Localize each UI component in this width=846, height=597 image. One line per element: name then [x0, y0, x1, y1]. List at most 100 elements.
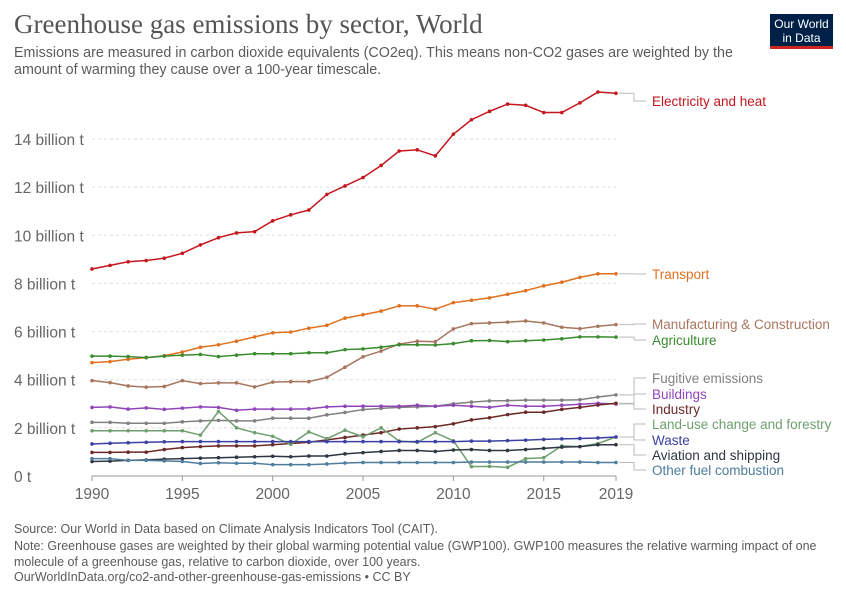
y-tick-label: 4 billion t — [14, 373, 76, 390]
data-point — [415, 148, 420, 152]
data-point — [397, 343, 401, 347]
data-point — [487, 405, 492, 410]
data-point — [307, 407, 311, 411]
label-connector — [619, 377, 646, 396]
data-point — [216, 409, 221, 414]
data-point — [487, 321, 492, 325]
data-point — [252, 430, 257, 435]
data-point — [343, 461, 347, 465]
data-point — [343, 184, 347, 188]
data-point — [505, 412, 510, 417]
data-point — [361, 355, 365, 359]
series-line-manufacturing-construction — [91, 320, 617, 388]
data-point — [180, 420, 185, 424]
owid-logo[interactable]: Our World in Data — [770, 14, 833, 49]
data-point — [90, 405, 94, 410]
data-point — [234, 426, 239, 430]
data-point — [541, 437, 546, 442]
data-point — [90, 378, 94, 383]
data-point — [234, 408, 239, 413]
series-label-aviation-and-shipping: Aviation and shipping — [652, 448, 780, 463]
data-point — [361, 434, 365, 439]
data-point — [90, 428, 94, 433]
data-point — [379, 163, 383, 168]
series-line-transport — [91, 273, 616, 364]
data-point — [451, 132, 456, 136]
x-tick-label: 2010 — [436, 486, 471, 503]
data-point — [307, 439, 311, 444]
data-point — [270, 439, 275, 444]
data-point — [252, 229, 257, 234]
series-line-electricity-and-heat — [91, 91, 617, 270]
data-point — [469, 439, 474, 443]
data-point — [469, 400, 474, 404]
series-line-other-fuel-combustion — [92, 457, 616, 466]
data-point — [541, 398, 546, 402]
data-point — [108, 359, 112, 364]
data-point — [216, 439, 221, 444]
data-point — [361, 460, 365, 465]
x-tick-label: 2005 — [346, 486, 380, 503]
data-point — [451, 421, 456, 426]
data-point — [343, 410, 347, 415]
data-point — [541, 446, 546, 451]
data-point — [252, 351, 257, 356]
data-point — [144, 440, 149, 445]
data-point — [397, 460, 401, 465]
data-point — [252, 439, 257, 444]
data-point — [108, 428, 112, 433]
data-point — [596, 403, 600, 407]
series-line-agriculture — [92, 336, 617, 359]
data-point — [198, 439, 203, 444]
data-point — [614, 393, 618, 397]
data-point — [270, 407, 275, 411]
data-point — [469, 117, 474, 122]
data-point — [415, 304, 420, 308]
data-point — [343, 365, 347, 369]
data-point — [198, 405, 203, 409]
data-point — [90, 267, 94, 271]
data-point — [578, 397, 582, 402]
data-point — [216, 418, 221, 423]
data-point — [90, 459, 94, 464]
data-point — [614, 322, 618, 327]
data-point — [108, 450, 112, 455]
series-label-electricity-and-heat: Electricity and heat — [652, 94, 766, 109]
data-point — [252, 385, 257, 389]
data-point — [144, 355, 149, 360]
data-point — [361, 404, 365, 408]
source-url[interactable]: OurWorldInData.org/co2-and-other-greenho… — [14, 570, 411, 584]
data-point — [234, 381, 239, 385]
data-point — [270, 454, 275, 459]
data-point — [523, 398, 528, 402]
data-point — [361, 407, 365, 412]
data-point — [162, 256, 167, 260]
label-connector — [619, 444, 646, 456]
data-point — [234, 339, 239, 344]
x-tick-label: 1990 — [75, 486, 110, 503]
data-point — [325, 439, 329, 444]
data-point — [451, 439, 456, 444]
data-point — [90, 360, 94, 365]
data-point — [469, 447, 474, 452]
data-point — [234, 419, 239, 423]
data-point — [307, 326, 311, 331]
data-point — [541, 404, 546, 408]
data-point — [216, 343, 221, 347]
data-point — [126, 407, 130, 411]
series-line-waste — [91, 436, 617, 445]
data-point — [234, 455, 239, 460]
data-point — [469, 338, 474, 343]
y-tick-label: 0 t — [14, 469, 32, 486]
data-point — [614, 91, 618, 96]
data-point — [180, 251, 185, 256]
data-point — [270, 442, 275, 447]
data-point — [541, 410, 546, 415]
data-point — [162, 447, 167, 452]
data-point — [451, 300, 456, 305]
chart-title: Greenhouse gas emissions by sector, Worl… — [14, 9, 483, 39]
data-point — [270, 416, 275, 421]
data-point — [487, 415, 492, 420]
data-point — [415, 460, 420, 465]
series-label-industry: Industry — [652, 402, 700, 417]
